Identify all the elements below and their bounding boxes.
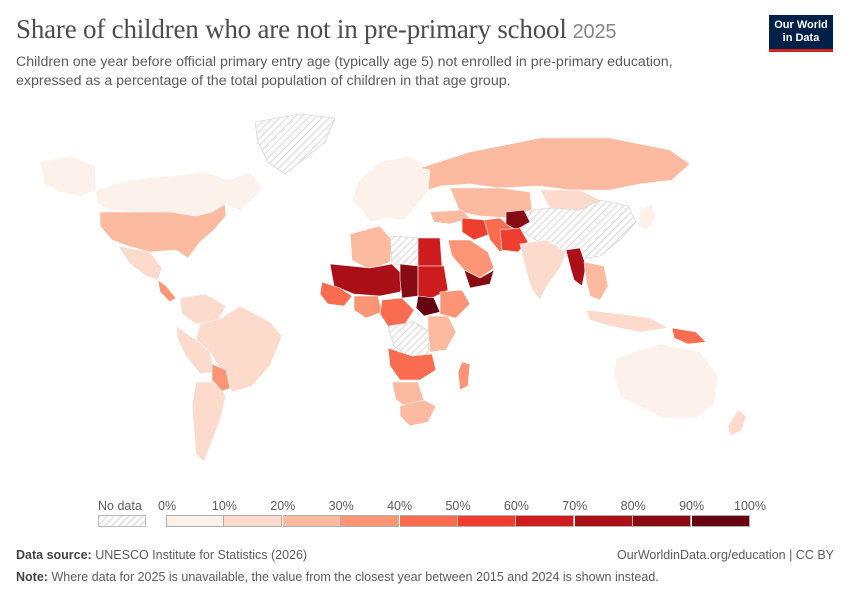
- legend-bin[interactable]: [341, 515, 400, 527]
- country-angola-zambia[interactable]: [387, 347, 437, 381]
- title-text: Share of children who are not in pre-pri…: [16, 14, 567, 44]
- legend-bin[interactable]: [399, 515, 458, 527]
- legend-tick-label: 70%: [562, 499, 588, 513]
- country-central-america[interactable]: [157, 279, 177, 303]
- country-east-africa[interactable]: [427, 315, 457, 353]
- note-text: Where data for 2025 is unavailable, the …: [51, 570, 659, 584]
- country-chad[interactable]: [399, 263, 419, 299]
- country-south-sudan[interactable]: [415, 295, 441, 317]
- country-afghanistan[interactable]: [505, 209, 531, 231]
- footer-link[interactable]: OurWorldinData.org/education | CC BY: [616, 548, 834, 562]
- title-year: 2025: [572, 21, 617, 43]
- legend-bin[interactable]: [166, 515, 224, 527]
- country-japan[interactable]: [637, 203, 657, 231]
- logo-line-2: in Data: [782, 32, 820, 44]
- country-yemen[interactable]: [463, 269, 495, 289]
- legend-bin[interactable]: [516, 515, 575, 527]
- country-greenland[interactable]: [254, 113, 336, 175]
- country-south-africa[interactable]: [399, 399, 437, 427]
- country-papua-new-guinea[interactable]: [671, 327, 707, 345]
- owid-logo[interactable]: Our World in Data: [769, 15, 833, 52]
- country-new-zealand[interactable]: [727, 409, 747, 437]
- country-canada[interactable]: [95, 171, 263, 217]
- legend-tick-label: 50%: [445, 499, 471, 513]
- legend-tick-label: 40%: [387, 499, 413, 513]
- legend-tick-label: 20%: [270, 499, 296, 513]
- footnote: Note: Where data for 2025 is unavailable…: [16, 570, 659, 584]
- country-russia[interactable]: [419, 137, 691, 191]
- chart-subtitle: Children one year before official primar…: [16, 54, 673, 89]
- country-central-africa[interactable]: [379, 297, 415, 327]
- logo-line-1: Our World: [774, 19, 828, 31]
- legend-tick-label: 30%: [328, 499, 354, 513]
- source-label: Data source:: [16, 548, 92, 562]
- country-indonesia[interactable]: [585, 309, 669, 333]
- country-southeast-asia[interactable]: [583, 261, 609, 301]
- legend-tick-label: 10%: [211, 499, 237, 513]
- map-regions: [39, 113, 747, 463]
- legend-tick-label: 80%: [620, 499, 646, 513]
- country-nigeria[interactable]: [353, 295, 383, 319]
- legend-bin[interactable]: [458, 515, 516, 527]
- legend-bin[interactable]: [574, 515, 633, 527]
- legend-bin[interactable]: [282, 515, 341, 527]
- country-libya[interactable]: [389, 235, 419, 267]
- source-text[interactable]: UNESCO Institute for Statistics (2026): [95, 548, 308, 562]
- legend-no-data-swatch[interactable]: [98, 515, 146, 527]
- legend-tick-label: 60%: [503, 499, 529, 513]
- country-west-africa-coast[interactable]: [319, 281, 353, 307]
- legend-bin[interactable]: [691, 515, 750, 527]
- country-saudi-arabia[interactable]: [447, 239, 495, 279]
- country-iraq-syria[interactable]: [461, 217, 491, 241]
- legend-tick-label: 90%: [679, 499, 705, 513]
- country-united-states[interactable]: [99, 203, 227, 259]
- color-legend: No data 0% 10% 20% 30% 40% 50% 60% 70% 80% 90% 100…: [0, 495, 850, 535]
- country-myanmar[interactable]: [565, 247, 587, 287]
- country-europe[interactable]: [351, 155, 431, 223]
- legend-bin[interactable]: [224, 515, 283, 527]
- data-source: Data source: UNESCO Institute for Statis…: [16, 548, 307, 562]
- country-egypt[interactable]: [417, 237, 443, 267]
- legend-tick-label: 100%: [734, 499, 766, 513]
- legend-no-data-label: No data: [98, 499, 142, 513]
- country-turkey[interactable]: [429, 209, 471, 225]
- legend-tick-label: 0%: [158, 499, 177, 513]
- country-australia[interactable]: [613, 343, 719, 419]
- country-india[interactable]: [519, 239, 567, 301]
- country-dr-congo[interactable]: [387, 321, 431, 359]
- note-label: Note:: [16, 570, 48, 584]
- country-ethiopia[interactable]: [439, 289, 471, 319]
- country-alaska[interactable]: [39, 155, 97, 197]
- legend-bin[interactable]: [633, 515, 692, 527]
- country-madagascar[interactable]: [457, 361, 471, 391]
- world-map[interactable]: [0, 100, 850, 485]
- country-algeria[interactable]: [349, 225, 393, 271]
- country-peru-bolivia[interactable]: [175, 325, 215, 375]
- chart-title: Share of children who are not in pre-pri…: [16, 14, 617, 45]
- country-argentina-chile[interactable]: [191, 381, 227, 463]
